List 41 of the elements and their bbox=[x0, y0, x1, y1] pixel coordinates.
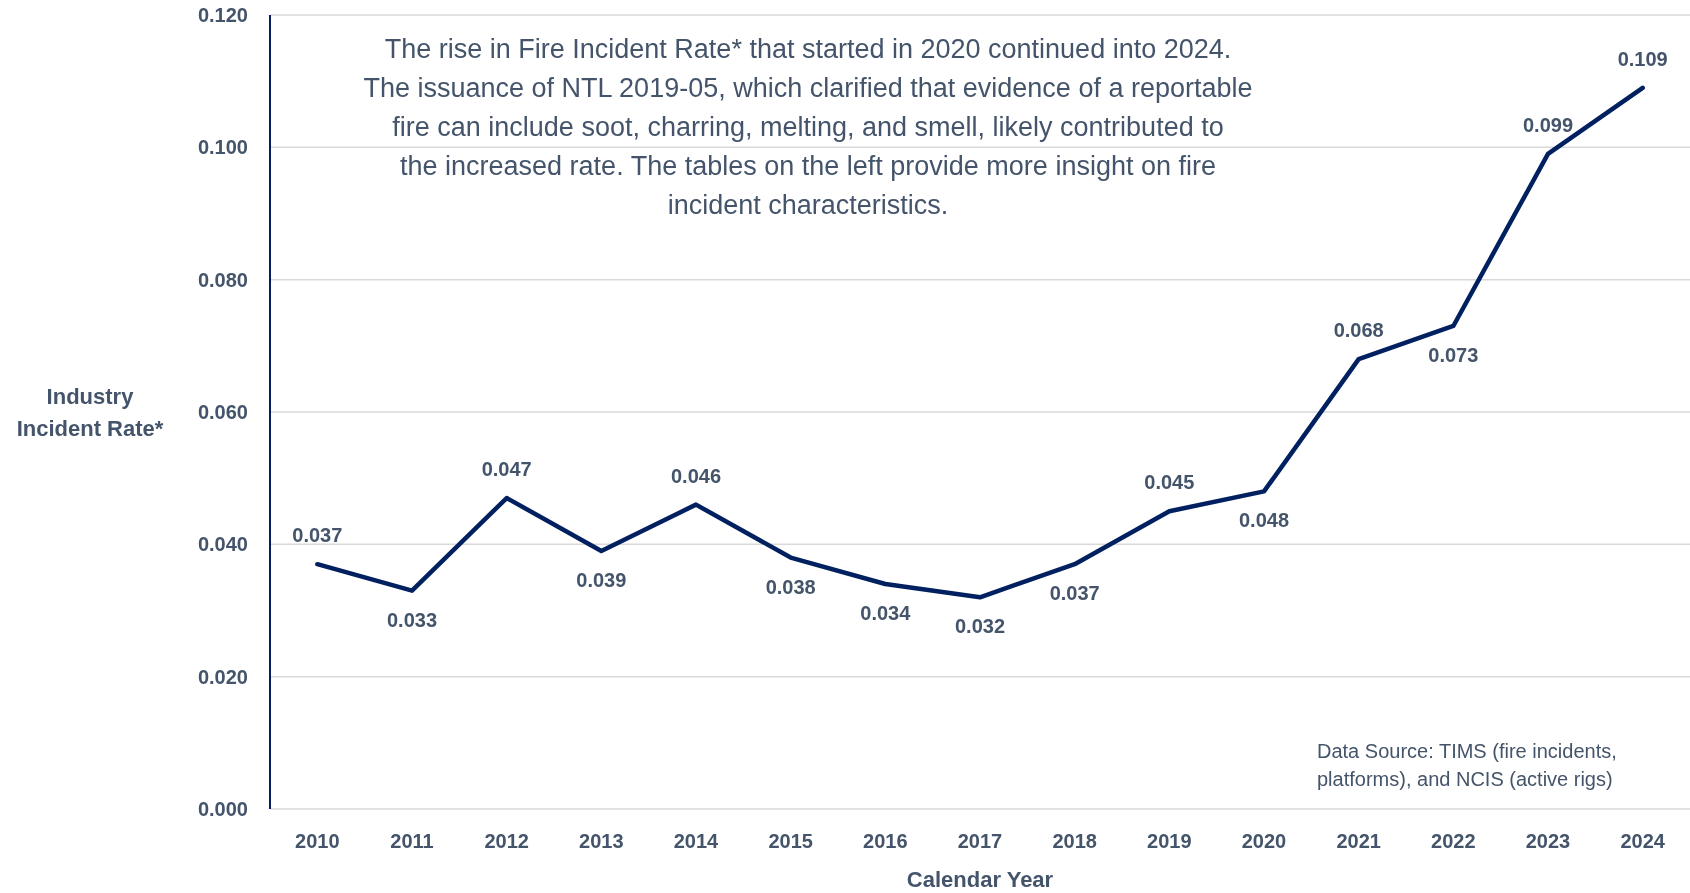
data-label: 0.048 bbox=[1238, 509, 1290, 532]
y-axis-title: Industry Incident Rate* bbox=[16, 384, 164, 441]
data-label: 0.037 bbox=[292, 524, 343, 547]
x-tick-label: 2010 bbox=[295, 830, 340, 852]
x-tick-label: 2020 bbox=[1241, 830, 1287, 852]
x-tick-label: 2011 bbox=[390, 830, 434, 852]
y-tick-label: 0.040 bbox=[197, 533, 248, 556]
data-label: 0.068 bbox=[1333, 319, 1384, 342]
x-tick-label: 2021 bbox=[1336, 830, 1381, 852]
data-label: 0.034 bbox=[860, 602, 912, 625]
y-tick-label: 0.100 bbox=[197, 136, 248, 159]
annotation: The rise in Fire Incident Rate* that started in 2020 continued into 2024. The issuance of NTL 2019-05, which clarified that evidence of a reportable fire can include soot, charring, melting, and smell, likely contributed to the increased rate. The tables on the left provide more insight on fire incident characteristics. bbox=[363, 34, 1253, 220]
x-tick-label: 2017 bbox=[957, 830, 1003, 852]
x-tick-label: 2024 bbox=[1620, 830, 1666, 852]
y-tick-label: 0.020 bbox=[197, 665, 248, 688]
x-tick-label: 2022 bbox=[1431, 830, 1476, 852]
annotation: Data Source: TIMS (fire incidents, platforms), and NCIS (active rigs) bbox=[1317, 740, 1617, 790]
x-tick-label: 2013 bbox=[579, 830, 624, 852]
y-tick-label: 0.120 bbox=[197, 4, 248, 26]
data-label: 0.046 bbox=[670, 464, 722, 487]
x-tick-label: 2016 bbox=[863, 830, 908, 852]
data-label: 0.037 bbox=[1049, 582, 1100, 605]
y-tick-label: 0.000 bbox=[197, 798, 248, 820]
x-tick-label: 2012 bbox=[484, 830, 529, 852]
data-label: 0.109 bbox=[1617, 47, 1668, 70]
x-tick-label: 2015 bbox=[768, 830, 813, 852]
data-label: 0.099 bbox=[1522, 113, 1574, 136]
x-tick-label: 2023 bbox=[1525, 830, 1571, 852]
y-tick-label: 0.060 bbox=[197, 401, 248, 423]
x-tick-label: 2014 bbox=[673, 830, 720, 852]
data-label: 0.045 bbox=[1144, 471, 1195, 494]
data-label: 0.033 bbox=[386, 608, 438, 631]
x-tick-label: 2018 bbox=[1052, 830, 1097, 852]
data-label: 0.032 bbox=[954, 615, 1006, 638]
data-label: 0.047 bbox=[481, 458, 532, 481]
x-tick-label: 2019 bbox=[1147, 830, 1192, 852]
data-label: 0.038 bbox=[765, 575, 816, 598]
data-label: 0.039 bbox=[576, 568, 627, 591]
y-tick-label: 0.080 bbox=[197, 268, 248, 291]
x-axis-title: Calendar Year bbox=[906, 867, 1054, 892]
data-label: 0.073 bbox=[1428, 343, 1479, 366]
